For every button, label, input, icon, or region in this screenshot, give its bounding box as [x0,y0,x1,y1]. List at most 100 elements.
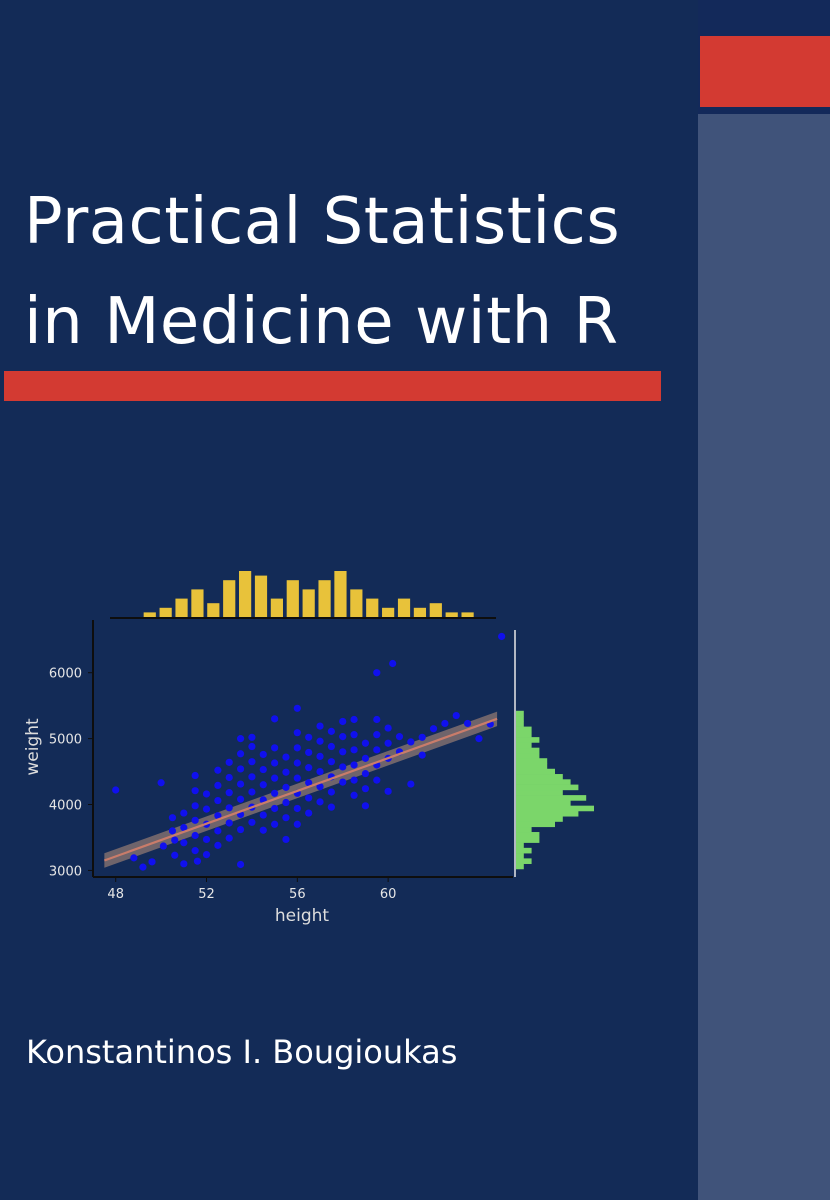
title-line-1: Practical Statistics [24,185,621,259]
top-histogram-bar [350,589,363,617]
data-point [389,659,397,668]
data-point [271,715,279,723]
data-point [180,839,188,847]
right-histogram-bar [516,710,524,717]
data-point [384,739,392,747]
top-histogram-bar [175,598,188,617]
data-point [327,742,335,751]
data-point [225,758,233,766]
x-tick-label: 60 [380,887,397,902]
data-point [271,804,279,813]
data-point [259,750,267,759]
data-point [475,735,483,743]
data-point [452,711,460,720]
right-histogram-bar [516,795,587,801]
data-point [157,779,165,787]
data-point [407,780,415,788]
data-point [171,836,179,844]
data-point [168,827,177,835]
right-histogram-bar [516,858,532,864]
data-point [225,789,233,797]
data-point [282,783,290,791]
data-point [327,727,335,735]
data-point [350,791,358,799]
data-point [191,771,199,780]
axes [92,617,516,878]
right-histogram-bar [516,742,532,749]
top-histogram-bar [302,589,315,617]
data-point [418,751,426,759]
top-histogram-bar [318,580,331,617]
right-histogram-bar [516,774,563,780]
data-point [327,803,335,811]
right-histogram-bar [516,826,532,833]
data-point [112,786,120,794]
data-point [225,819,233,827]
data-point [293,820,301,828]
data-point [316,798,324,806]
data-point [180,823,188,832]
data-point [259,765,267,774]
data-point [282,798,290,807]
data-point [202,850,211,859]
data-point [180,860,188,868]
right-histogram-bar [516,816,563,822]
data-point [361,769,370,778]
data-point [282,768,290,776]
right-histogram-bar [516,837,540,843]
data-point [259,826,267,834]
data-point [236,735,245,743]
data-point [429,725,438,733]
data-point [350,746,358,754]
right-histogram-bar [516,853,524,859]
top-histogram-bar [397,598,411,617]
top-histogram-bar [270,598,283,617]
data-point [361,785,370,793]
data-point [202,835,211,844]
data-point [316,752,324,761]
data-point [350,776,358,784]
top-histogram-bar [413,607,427,617]
data-point [293,744,301,752]
data-point [305,794,313,802]
data-point [339,733,347,741]
data-point [361,754,370,762]
x-tick-label: 48 [107,887,124,902]
data-point [191,787,199,795]
y-tick-label: 5000 [49,733,82,748]
data-point [248,742,256,751]
book-title: Practical Statistics in Medicine with R [24,172,684,372]
data-point [214,796,222,805]
data-point [316,722,324,730]
right-histogram-bar [516,721,524,727]
right-histogram-bar [516,716,524,722]
right-histogram-bar [516,779,571,785]
right-histogram-bar [516,821,555,828]
top-histogram-bar [191,589,204,617]
top-histogram-bar [207,603,220,617]
data-point [293,704,301,712]
data-point [293,774,301,782]
data-point [225,773,233,782]
author-name: Konstantinos I. Bougioukas [26,1033,458,1071]
top-histogram-bar [429,603,442,617]
regression-line [103,717,498,862]
right-histogram-bar [516,747,540,754]
side-red-accent [700,36,830,107]
data-point [248,758,256,766]
data-point [180,809,188,817]
data-point [384,787,392,795]
y-tick-label: 6000 [49,667,82,682]
data-point [373,669,381,677]
data-point [139,863,147,871]
data-point [191,802,199,810]
x-tick-label: 56 [289,887,306,902]
data-point [305,809,313,817]
data-point [191,831,199,840]
data-point [293,759,301,767]
right-histogram-bar [516,842,524,849]
data-point [271,759,279,767]
data-point [339,717,347,726]
right-histogram-bar [516,763,548,770]
data-point [293,729,301,737]
